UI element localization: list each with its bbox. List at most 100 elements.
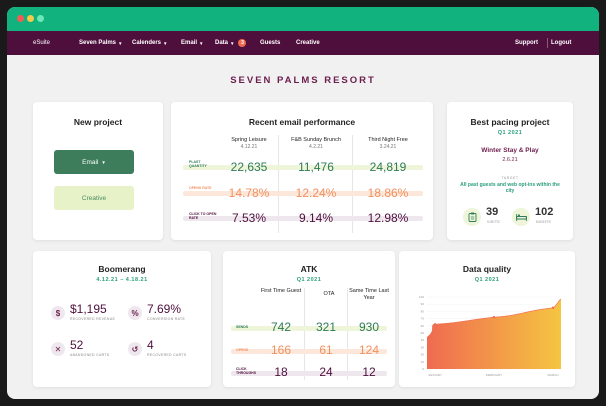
metric-value: 18.86% (367, 186, 409, 200)
nav-calenders[interactable]: Calenders ▼ (132, 40, 167, 46)
icon-glyph: $ (55, 308, 61, 318)
column-header-2: F&B Sunday Brunch 4.2.21 (283, 137, 349, 151)
nav-label: Calenders (132, 40, 162, 46)
y-tick-label: 40 (421, 338, 425, 342)
visits-value: 39 (486, 206, 499, 218)
close-dot-icon[interactable] (17, 15, 24, 22)
top-nav: eSuite Seven Palms ▼ Calenders ▼ Email ▼ Da… (7, 31, 599, 55)
row-highlight (183, 165, 423, 170)
cart-abandoned-icon: ✕ (51, 342, 65, 356)
metric-value: 24 (319, 365, 333, 379)
metric-value: 24,819 (369, 160, 407, 174)
boomerang-label: RECOVERED CARTS (147, 353, 187, 357)
card-subtitle: Q1 2021 (296, 277, 322, 283)
column-date: 4.12.21 (240, 144, 258, 150)
x-tick-label: JANUARY (428, 373, 442, 377)
column-name: F&B Sunday Brunch (291, 137, 341, 143)
column-header-1: First Time Guest (260, 288, 302, 294)
nav-seven-palms[interactable]: Seven Palms ▼ (79, 40, 123, 46)
data-point (551, 306, 555, 309)
nav-logout[interactable]: Logout (551, 40, 572, 46)
column-divider (352, 135, 353, 233)
icon-glyph: ↺ (131, 344, 139, 354)
card-title: Best pacing project (470, 117, 550, 127)
atk-card: ATK Q1 2021 First Time Guest OTA Same Ti… (223, 251, 395, 387)
card-title: Data quality (462, 264, 512, 274)
y-tick-label: 10 (421, 360, 425, 364)
boomerang-value: $1,195 (70, 302, 107, 316)
area-fill (427, 299, 561, 369)
card-title: ATK (300, 264, 318, 274)
maximize-dot-icon[interactable] (37, 15, 44, 22)
nav-divider (547, 38, 548, 48)
icon-glyph: % (131, 308, 139, 318)
column-divider (304, 288, 305, 380)
nights-value: 102 (535, 206, 554, 218)
row-label: OPENS RATE (189, 186, 212, 190)
brand-logo[interactable]: eSuite (33, 40, 51, 46)
y-tick-label: 0 (422, 367, 424, 371)
nav-label: Seven Palms (79, 40, 117, 46)
boomerang-value: 52 (70, 338, 84, 352)
row-label: OPENS (236, 348, 249, 352)
metric-value: 742 (270, 320, 292, 334)
boomerang-label: CONVERSION RATE (147, 317, 186, 321)
target-description: All past guests and web opt-ins within t… (460, 182, 560, 194)
card-subtitle: Q1 2021 (497, 130, 523, 136)
chevron-down-icon: ▼ (230, 40, 235, 46)
y-tick-label: 60 (421, 324, 425, 328)
notification-badge: 3 (238, 39, 247, 47)
nav-support[interactable]: Support (515, 40, 538, 46)
chevron-down-icon: ▼ (118, 40, 123, 46)
metric-value: 9.14% (298, 211, 334, 225)
project-date: 2.6.21 (502, 157, 518, 163)
column-header-3: Same Time Last Year (349, 288, 389, 301)
row-label: CLICK TO OPEN RATE (189, 212, 217, 220)
row-label: SENDS (236, 325, 249, 329)
best-pacing-card: Best pacing project Q1 2021 Winter Stay … (447, 102, 573, 240)
data-point (492, 315, 496, 319)
y-tick-label: 80 (421, 309, 425, 313)
metric-value: 14.78% (228, 186, 270, 200)
metric-value: 166 (270, 343, 292, 357)
card-subtitle: 4.12.21 – 4.18.21 (96, 277, 148, 283)
row-highlight (183, 191, 423, 196)
metric-value: 12.98% (367, 211, 409, 225)
data-point (433, 323, 437, 326)
chevron-down-icon: ▼ (101, 159, 106, 165)
project-name: Winter Stay & Play (481, 147, 539, 154)
column-divider (278, 135, 279, 233)
nav-creative[interactable]: Creative (296, 40, 320, 46)
target-label: TARGET (501, 176, 519, 180)
data-quality-card: Data quality Q1 2021 100 90 80 70 60 50 40 30 20… (399, 251, 575, 387)
icon-glyph: ✕ (54, 344, 62, 354)
nav-guests[interactable]: Guests (260, 40, 281, 46)
column-header-3: Third Night Free 3.24.21 (355, 137, 421, 151)
metric-value: 12.24% (295, 186, 337, 200)
metric-value: 321 (315, 320, 337, 334)
nav-data[interactable]: Data ▼ 3 (215, 39, 247, 47)
app-window: eSuite Seven Palms ▼ Calenders ▼ Email ▼ Da… (7, 7, 599, 399)
y-tick-label: 90 (421, 302, 425, 306)
minimize-dot-icon[interactable] (27, 15, 34, 22)
nav-label: Data (215, 40, 229, 46)
boomerang-label: ABANDONED CARTS (70, 353, 110, 357)
nav-email[interactable]: Email ▼ (181, 40, 203, 46)
y-tick-label: 20 (421, 353, 425, 357)
email-button[interactable]: Email ▼ (54, 150, 134, 174)
metric-value: 7.53% (231, 211, 267, 225)
email-performance-card: Recent email performance Spring Leisure 4… (171, 102, 433, 240)
y-tick-label: 30 (421, 345, 425, 349)
dashboard-content: SEVEN PALMS RESORT New project Email ▼ Cr… (7, 55, 599, 399)
row-highlight (231, 349, 387, 354)
metric-value: 124 (358, 343, 380, 357)
metric-value: 18 (274, 365, 288, 379)
cart-recovered-icon: ↺ (128, 342, 142, 356)
row-highlight (231, 371, 387, 376)
card-title: New project (73, 117, 123, 127)
column-name: Third Night Free (368, 137, 408, 143)
metric-value: 61 (319, 343, 333, 357)
column-divider (347, 288, 348, 380)
creative-button[interactable]: Creative (54, 186, 134, 210)
